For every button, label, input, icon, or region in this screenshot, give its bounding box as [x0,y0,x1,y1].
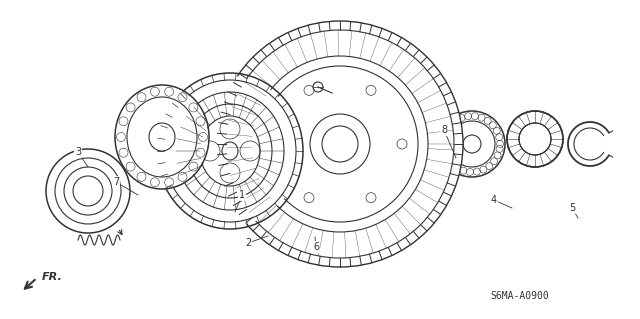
Text: 5: 5 [569,203,575,213]
Ellipse shape [160,76,300,226]
Ellipse shape [116,86,208,188]
Ellipse shape [439,111,505,177]
Ellipse shape [507,111,563,167]
Text: 8: 8 [441,125,447,135]
Circle shape [46,149,130,233]
Text: 3: 3 [75,147,81,157]
Text: S6MA-A0900: S6MA-A0900 [491,291,549,301]
Text: 6: 6 [313,242,319,252]
Text: 4: 4 [491,195,497,205]
Text: 2: 2 [245,238,251,248]
Text: 7: 7 [113,177,119,187]
Ellipse shape [217,21,463,267]
Text: FR.: FR. [42,272,63,282]
Text: 1: 1 [239,190,245,200]
